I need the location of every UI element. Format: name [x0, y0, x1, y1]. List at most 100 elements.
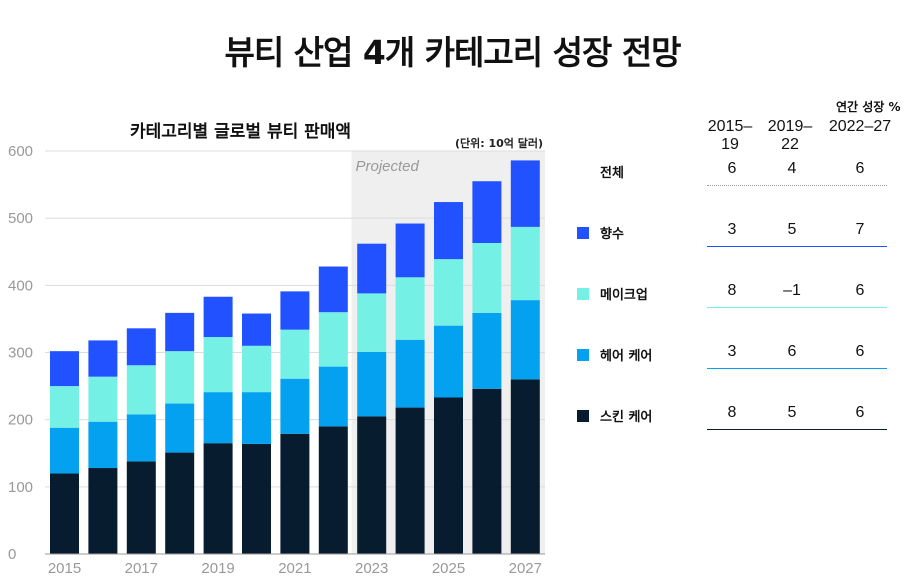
- bar-segment: [88, 421, 118, 469]
- bar-segment: [242, 313, 271, 346]
- table-row-makeup: 메이크업 8 –1 6: [575, 282, 890, 308]
- row-value: 8: [727, 404, 737, 421]
- bar-segment: [472, 388, 502, 554]
- bar-segment: [472, 181, 502, 244]
- row-label: 헤어 케어: [600, 349, 653, 364]
- bar-segment: [242, 443, 271, 554]
- chart-title: 카테고리별 글로벌 뷰티 판매액: [130, 122, 352, 142]
- bar-segment: [434, 259, 463, 326]
- y-tick-label: 100: [8, 479, 33, 496]
- table-row-skincare: 스킨 케어 8 5 6: [575, 404, 890, 430]
- bar-segment: [242, 392, 271, 444]
- x-tick-label: 2017: [125, 560, 158, 577]
- bar-segment: [203, 296, 233, 338]
- bar-segment: [395, 339, 425, 408]
- bar-segment: [434, 397, 463, 554]
- bar-segment: [203, 392, 233, 444]
- legend-swatch: [577, 227, 589, 239]
- bar-segment: [88, 468, 118, 554]
- x-tick-label: 2023: [355, 560, 388, 577]
- x-tick-label: 2021: [278, 560, 311, 577]
- table-row-haircare: 헤어 케어 3 6 6: [575, 343, 890, 369]
- y-tick-label: 300: [8, 345, 33, 362]
- bar-segment: [318, 266, 348, 313]
- row-value: 6: [787, 343, 797, 360]
- bar-segment: [318, 366, 348, 427]
- period-header-3-line1: 2022–27: [828, 118, 892, 135]
- bar-segment: [126, 328, 156, 366]
- bar-segment: [280, 433, 310, 554]
- row-value: 4: [787, 160, 797, 177]
- bar-segment: [434, 325, 463, 398]
- x-tick-label: 2019: [201, 560, 234, 577]
- period-header-1-line1: 2015–: [707, 118, 753, 135]
- bar-segment: [165, 452, 195, 554]
- bar-segment: [126, 414, 156, 462]
- bar-segment: [510, 300, 540, 380]
- period-header-2-line2: 22: [781, 136, 799, 153]
- row-value: 3: [727, 221, 737, 238]
- bar-segment: [126, 365, 156, 415]
- row-value: –1: [783, 282, 801, 299]
- y-tick-label: 600: [8, 143, 33, 160]
- row-rule: [707, 185, 887, 186]
- bar-segment: [472, 243, 502, 313]
- legend-swatch: [577, 349, 589, 361]
- stacked-bar-chart: Projected 0 100 200 300 400 500 600 2015 2017 20…: [8, 143, 545, 577]
- row-value: 3: [727, 343, 737, 360]
- bar-segment: [357, 293, 387, 352]
- period-header-3: 2022–27: [820, 118, 900, 136]
- bar-segment: [50, 427, 79, 474]
- bar-segment: [88, 340, 118, 377]
- bar-segment: [318, 426, 348, 554]
- bar-segment: [318, 312, 348, 367]
- row-value: 5: [787, 221, 797, 238]
- legend-swatch: [577, 288, 589, 300]
- bar-segment: [165, 403, 195, 453]
- bar-segment: [357, 243, 387, 294]
- bar-segment: [88, 376, 118, 422]
- table-row-fragrance: 향수 3 5 7: [575, 221, 890, 247]
- bar-segment: [50, 386, 79, 428]
- bar-segment: [510, 226, 540, 301]
- bar-segment: [395, 223, 425, 278]
- row-value: 6: [855, 160, 865, 177]
- bar-segment: [357, 416, 387, 554]
- row-value: 6: [855, 343, 865, 360]
- bar-segment: [395, 277, 425, 340]
- y-tick-label: 400: [8, 277, 33, 294]
- y-tick-label: 200: [8, 412, 33, 429]
- row-label: 향수: [600, 227, 624, 242]
- growth-table-header: 연간 성장 %: [836, 100, 901, 114]
- x-tick-label: 2027: [509, 560, 542, 577]
- bar-segment: [203, 443, 233, 554]
- row-value: 7: [855, 221, 865, 238]
- bar-segment: [203, 337, 233, 393]
- legend-swatch: [577, 410, 589, 422]
- bar-segment: [280, 291, 310, 330]
- row-value: 6: [855, 404, 865, 421]
- bar-segment: [472, 312, 502, 389]
- main-title: 뷰티 산업 4개 카테고리 성장 전망: [224, 33, 681, 72]
- period-header-1: 2015– 19: [700, 118, 760, 154]
- bar-segment: [510, 379, 540, 554]
- bar-segment: [357, 351, 387, 417]
- row-rule: [707, 307, 887, 308]
- bar-segment: [510, 160, 540, 227]
- bar-segment: [280, 329, 310, 379]
- row-rule: [707, 368, 887, 369]
- bar-segment: [50, 473, 79, 554]
- row-label: 메이크업: [600, 288, 648, 303]
- period-header-2-line1: 2019–: [767, 118, 813, 135]
- row-label: 스킨 케어: [600, 410, 653, 425]
- bar-segment: [126, 461, 156, 554]
- y-tick-label: 500: [8, 210, 33, 227]
- bar-segment: [50, 351, 79, 387]
- row-label: 전체: [600, 166, 624, 181]
- row-value: 8: [727, 282, 737, 299]
- row-value: 5: [787, 404, 797, 421]
- bar-segment: [280, 378, 310, 434]
- bar-segment: [165, 351, 195, 404]
- period-header-1-line2: 19: [721, 136, 739, 153]
- unit-note: (단위: 10억 달러): [455, 137, 544, 150]
